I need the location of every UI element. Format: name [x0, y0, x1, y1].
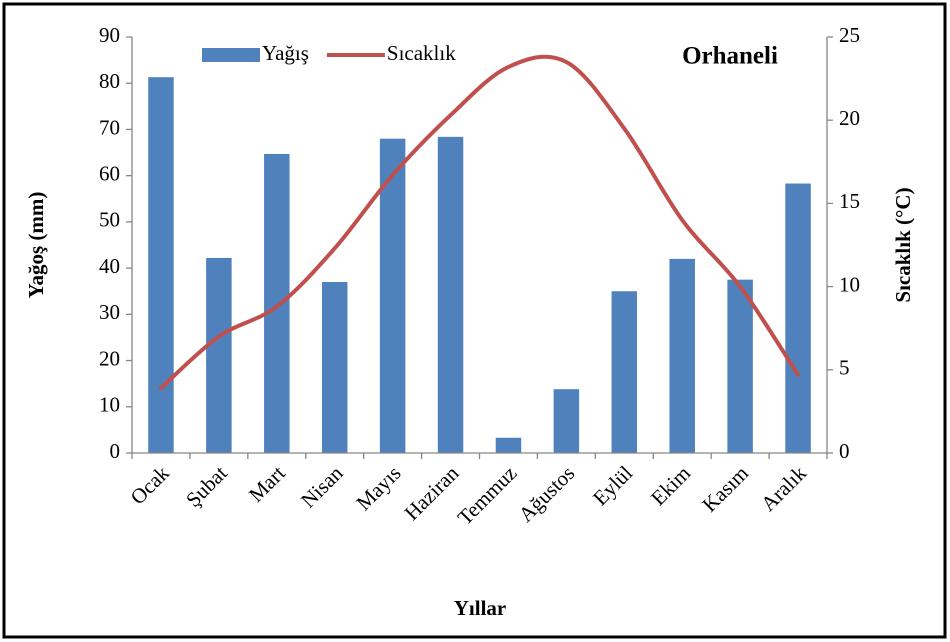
y2-tick-label: 25 [839, 23, 860, 47]
y-tick-label: 20 [99, 346, 120, 370]
bar [379, 138, 406, 453]
y-tick-label: 90 [99, 23, 120, 47]
y-tick-label: 0 [110, 439, 121, 463]
y2-axis-label: Sıcaklık (°C) [891, 187, 915, 302]
y-tick-label: 30 [99, 300, 120, 324]
bar [148, 77, 174, 454]
bar [437, 136, 464, 453]
legend-label: Sıcaklık [387, 41, 456, 65]
x-axis-label: Yıllar [454, 596, 507, 620]
bar [321, 281, 348, 453]
bar [495, 437, 522, 453]
bar [611, 291, 638, 453]
y-tick-label: 50 [99, 208, 120, 232]
y-tick-label: 60 [99, 161, 120, 185]
legend-swatch [202, 48, 260, 62]
annotation: Orhaneli [682, 43, 778, 70]
bar [785, 183, 811, 453]
y-tick-label: 70 [99, 115, 120, 139]
bar [553, 389, 580, 453]
legend-label: Yağış [262, 41, 309, 65]
y2-tick-label: 0 [839, 439, 850, 463]
y2-tick-label: 20 [839, 106, 860, 130]
y-tick-label: 80 [99, 69, 120, 93]
bar [206, 257, 232, 453]
y-tick-label: 10 [99, 393, 120, 417]
bar [669, 258, 695, 453]
y-axis-label: Yağoş (mm) [24, 192, 48, 299]
line-series [158, 54, 801, 391]
y2-tick-label: 10 [839, 272, 860, 296]
bar [264, 153, 290, 454]
y2-tick-label: 5 [839, 356, 850, 380]
y2-tick-label: 15 [839, 189, 860, 213]
bar [727, 279, 753, 453]
y-tick-label: 40 [99, 254, 120, 278]
